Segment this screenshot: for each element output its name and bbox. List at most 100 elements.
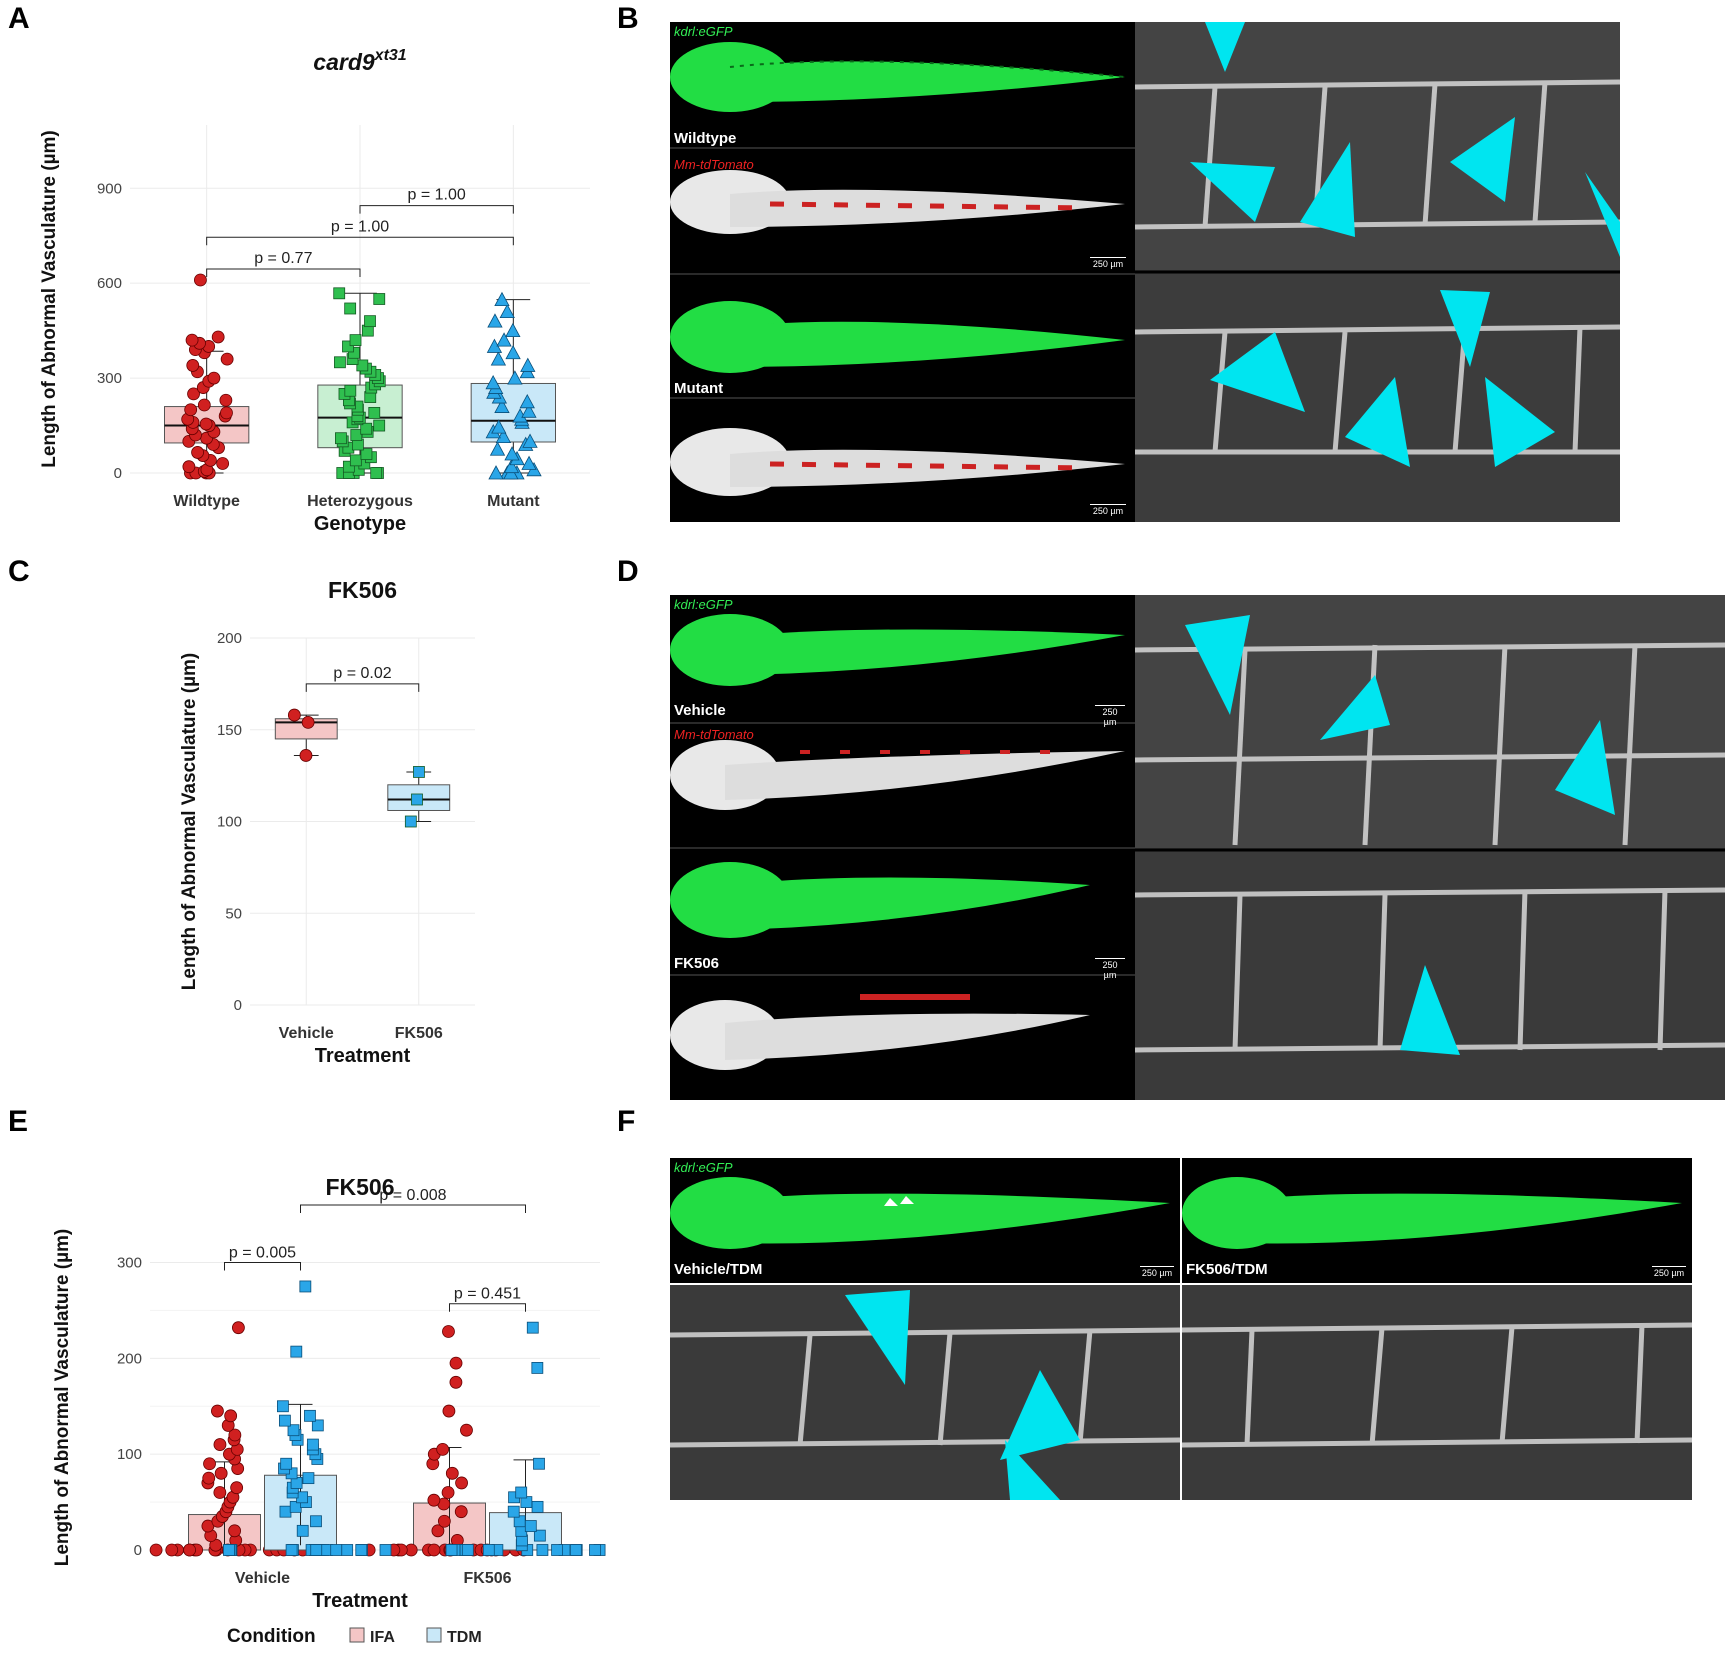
- data-point: [310, 1515, 322, 1528]
- y-tick-label: 300: [117, 1255, 142, 1272]
- data-point: [228, 1524, 241, 1538]
- data-point: [461, 1544, 474, 1556]
- data-point: [220, 352, 234, 366]
- x-tick-label: Heterozygous: [307, 493, 413, 510]
- label-kdrl-egfp: kdrl:eGFP: [674, 597, 733, 612]
- scale-bar: 250 µm: [1090, 504, 1126, 516]
- data-point: [296, 1524, 309, 1537]
- data-point: [449, 1375, 463, 1389]
- data-point: [311, 1419, 324, 1432]
- data-point: [334, 356, 346, 369]
- p-value-label: p = 1.00: [331, 218, 389, 235]
- larva-illustration: [670, 614, 1135, 1070]
- data-point: [490, 351, 507, 366]
- significance-bracket: [224, 1262, 301, 1271]
- chart-title: card9xt31: [313, 47, 407, 75]
- scale-bar: 250 µm: [1095, 705, 1125, 727]
- vasculature-zoom: [1135, 595, 1725, 1100]
- data-point: [344, 384, 357, 397]
- panel-f-fk506-tdm: FK506/TDM 250 µm: [1182, 1158, 1692, 1283]
- label-vehicle-tdm: Vehicle/TDM: [674, 1261, 763, 1278]
- significance-bracket: [449, 1303, 526, 1312]
- data-point: [349, 454, 362, 467]
- data-point: [505, 344, 521, 360]
- label-vehicle: Vehicle: [674, 702, 726, 719]
- data-point: [445, 1544, 458, 1556]
- p-value-label: p = 0.005: [229, 1245, 296, 1262]
- data-point: [165, 1543, 179, 1557]
- data-point: [224, 1409, 238, 1423]
- legend-swatch-tdm: [426, 1627, 442, 1643]
- panel-f-zoom-vehicle: [670, 1285, 1180, 1500]
- data-point: [427, 1543, 441, 1557]
- data-point: [299, 749, 313, 762]
- significance-bracket: [305, 683, 420, 692]
- y-tick-label: 200: [217, 630, 242, 647]
- label-mm-tdtomato: Mm-tdTomato: [674, 727, 754, 742]
- data-point: [524, 1520, 537, 1532]
- data-point: [431, 1524, 445, 1538]
- data-point: [277, 1400, 289, 1413]
- data-point: [496, 332, 512, 347]
- significance-bracket: [206, 268, 361, 277]
- data-point: [515, 1486, 528, 1499]
- panel-letter-f: F: [617, 1105, 636, 1138]
- legend-label-tdm: TDM: [447, 1629, 482, 1646]
- data-point: [442, 1325, 455, 1338]
- label-kdrl-egfp: kdrl:eGFP: [674, 1160, 733, 1175]
- label-fk506: FK506: [674, 955, 720, 972]
- p-value-label: p = 1.00: [408, 187, 466, 204]
- data-point: [364, 315, 376, 328]
- x-tick-label: Mutant: [487, 493, 540, 510]
- data-point: [149, 1543, 163, 1557]
- data-point: [522, 433, 538, 448]
- significance-bracket: [206, 236, 514, 246]
- data-point: [211, 330, 225, 344]
- x-axis-title: Treatment: [315, 1045, 411, 1067]
- scale-bar: 250 µm: [1090, 257, 1126, 269]
- label-fk506-tdm: FK506/TDM: [1186, 1261, 1268, 1278]
- panel-letter-d: D: [617, 555, 639, 588]
- vasculature-zoom: [1182, 1322, 1692, 1448]
- x-tick-label: FK506: [395, 1025, 443, 1042]
- data-point: [185, 333, 199, 347]
- data-point: [285, 1544, 298, 1556]
- p-value-label: p = 0.451: [454, 1286, 521, 1303]
- data-point: [526, 1321, 539, 1334]
- data-point: [499, 303, 515, 319]
- data-point: [216, 457, 230, 470]
- data-point: [533, 1457, 545, 1470]
- data-point: [489, 441, 506, 456]
- legend-title: Condition: [227, 1626, 316, 1647]
- label-kdrl-egfp: kdrl:eGFP: [674, 24, 733, 39]
- data-point: [379, 1544, 392, 1556]
- larva-illustration: [670, 1177, 1170, 1249]
- data-point: [520, 357, 536, 372]
- data-point: [344, 302, 357, 315]
- data-point: [202, 1471, 216, 1485]
- significance-bracket: [300, 1204, 526, 1213]
- data-point: [373, 293, 386, 305]
- data-point: [187, 387, 200, 401]
- y-tick-label: 0: [134, 1542, 142, 1559]
- data-point: [230, 1481, 244, 1495]
- data-point: [360, 448, 373, 460]
- scale-bar: 250 µm: [1095, 958, 1125, 980]
- x-tick-label: Vehicle: [279, 1025, 334, 1042]
- data-point: [536, 1544, 549, 1556]
- data-point: [494, 398, 510, 413]
- p-value-label: p = 0.77: [254, 250, 312, 267]
- chart-fk506-treatment: 0 50 100 150 200 p = 0.02 Vehicle FK506 Treatmen…: [179, 577, 475, 1067]
- data-point: [485, 374, 501, 390]
- data-point: [301, 716, 315, 729]
- p-value-label: p = 0.02: [333, 665, 391, 682]
- data-point: [437, 1514, 451, 1528]
- data-point: [531, 1500, 544, 1513]
- scale-bar: 250 µm: [1652, 1266, 1686, 1278]
- data-point: [495, 428, 512, 444]
- data-point: [460, 1423, 473, 1437]
- data-point: [411, 793, 423, 806]
- x-tick-label: Vehicle: [235, 1570, 290, 1587]
- data-point: [333, 287, 346, 300]
- data-point: [287, 1424, 300, 1437]
